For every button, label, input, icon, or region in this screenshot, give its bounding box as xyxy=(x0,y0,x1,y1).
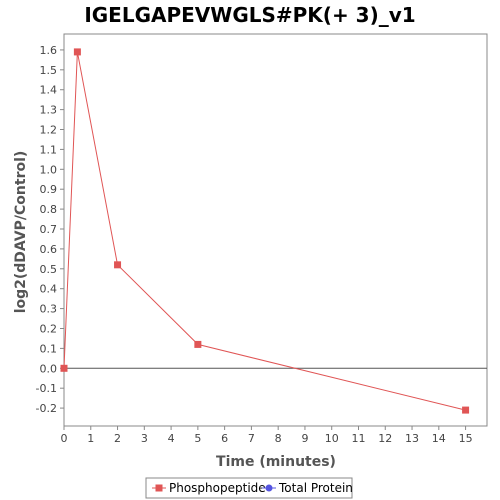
legend-label: Total Protein xyxy=(278,481,353,495)
data-point xyxy=(114,261,122,269)
x-tick-label: 8 xyxy=(275,432,282,445)
legend-marker xyxy=(265,484,273,492)
data-point xyxy=(462,406,470,414)
y-tick-label: 0.3 xyxy=(40,303,58,316)
chart-title: IGELGAPEVWGLS#PK(+ 3)_v1 xyxy=(84,3,415,27)
x-tick-label: 12 xyxy=(378,432,392,445)
x-tick-label: 5 xyxy=(194,432,201,445)
y-axis-label: log2(dDAVP/Control) xyxy=(13,151,29,314)
y-tick-label: 0.6 xyxy=(40,243,58,256)
y-tick-label: 1.0 xyxy=(40,163,58,176)
y-tick-label: 0.2 xyxy=(40,322,58,335)
x-tick-label: 4 xyxy=(168,432,175,445)
x-tick-label: 10 xyxy=(325,432,339,445)
x-tick-label: 0 xyxy=(61,432,68,445)
x-tick-label: 2 xyxy=(114,432,121,445)
y-tick-label: 0.8 xyxy=(40,203,58,216)
x-tick-label: 15 xyxy=(459,432,473,445)
y-tick-label: 1.6 xyxy=(40,44,58,57)
data-point xyxy=(60,364,68,372)
legend-box xyxy=(145,477,353,499)
y-tick-label: -0.1 xyxy=(36,382,57,395)
y-tick-label: 0.4 xyxy=(40,283,58,296)
legend: Phosphopeptide Total Protein xyxy=(145,477,353,499)
y-tick-label: 1.1 xyxy=(40,143,58,156)
x-tick-label: 1 xyxy=(87,432,94,445)
data-point xyxy=(73,48,81,56)
data-point xyxy=(194,340,202,348)
y-tick-label: 1.5 xyxy=(40,64,58,77)
x-tick-label: 14 xyxy=(432,432,446,445)
x-axis-label: Time (minutes) xyxy=(216,454,336,470)
y-tick-label: 0.1 xyxy=(40,342,58,355)
y-tick-label: -0.2 xyxy=(36,402,57,415)
x-tick-label: 11 xyxy=(351,432,365,445)
y-tick-label: 0.9 xyxy=(40,183,58,196)
x-tick-label: 3 xyxy=(141,432,148,445)
x-tick-label: 6 xyxy=(221,432,228,445)
y-tick-label: 0.7 xyxy=(40,223,58,236)
plot-area xyxy=(63,33,488,427)
y-tick-label: 1.3 xyxy=(40,104,58,117)
y-axis: -0.2 -0.1 0.0 0.1 0.2 0.3 0.4 0.5 0.6 0.7 0.8 0.9 1.… xyxy=(36,44,64,415)
y-tick-label: 0.0 xyxy=(40,362,58,375)
x-tick-label: 7 xyxy=(248,432,255,445)
x-tick-label: 13 xyxy=(405,432,419,445)
legend-label: Phosphopeptide xyxy=(169,481,266,495)
y-tick-label: 0.5 xyxy=(40,263,58,276)
x-tick-label: 9 xyxy=(301,432,308,445)
y-tick-label: 1.4 xyxy=(40,84,58,97)
legend-marker xyxy=(155,484,163,492)
x-axis: 0 1 2 3 4 5 6 7 8 9 10 11 12 13 14 15 xyxy=(61,426,473,445)
y-tick-label: 1.2 xyxy=(40,124,58,137)
series-layer xyxy=(60,48,470,414)
